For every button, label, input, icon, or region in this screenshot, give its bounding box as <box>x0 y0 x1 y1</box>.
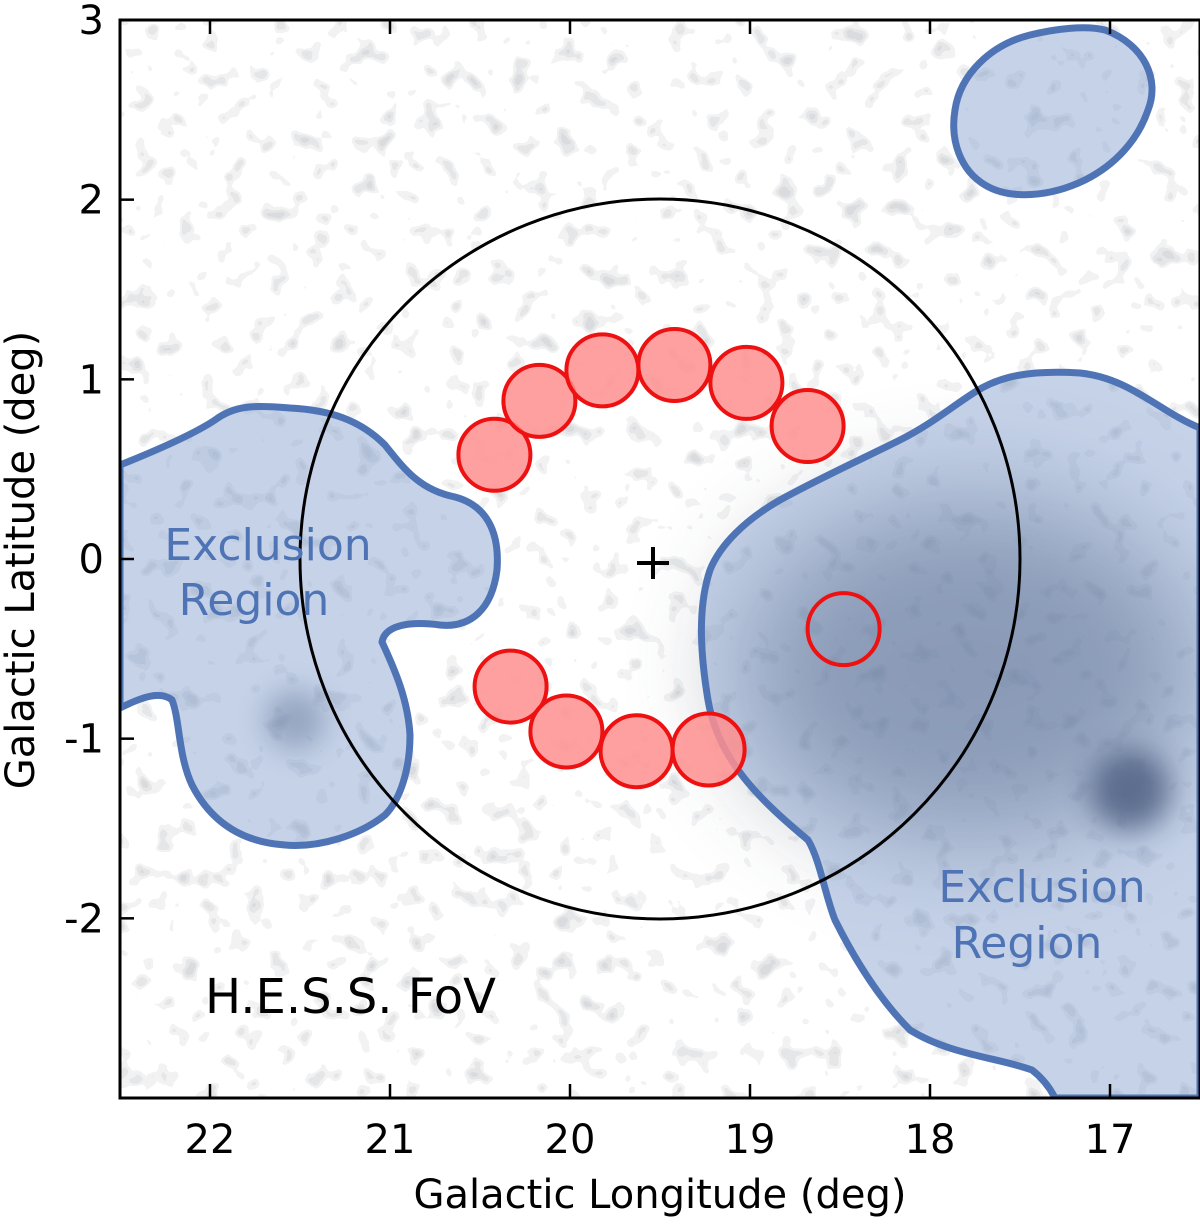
exclusion-region-left <box>120 402 501 849</box>
x-axis-label: Galactic Longitude (deg) <box>414 1172 907 1218</box>
exclusion-label-right-line1: Exclusion <box>938 862 1145 913</box>
y-tick-label-1: 1 <box>79 357 104 403</box>
y-axis: 3 2 1 0 -1 -2 <box>64 0 134 942</box>
x-tick-label-18: 18 <box>905 1117 956 1163</box>
region-layer <box>456 326 882 790</box>
plot-area: Exclusion Region Exclusion Region H.E.S.… <box>120 20 1200 1098</box>
on-region <box>805 591 882 668</box>
background-region-5 <box>708 344 785 421</box>
background-region-8 <box>528 693 605 770</box>
background-region-7 <box>472 648 549 725</box>
y-tick-label--2: -2 <box>64 896 104 942</box>
exclusion-region-top-right <box>950 24 1156 199</box>
x-tick-label-22: 22 <box>185 1117 236 1163</box>
x-tick-label-21: 21 <box>365 1117 416 1163</box>
background-region-4 <box>636 326 713 403</box>
x-tick-label-17: 17 <box>1085 1117 1136 1163</box>
exclusion-label-right-line2: Region <box>952 918 1103 969</box>
exclusion-label-left-line2: Region <box>179 575 330 626</box>
y-tick-label-3: 3 <box>79 0 104 44</box>
background-region-2 <box>501 362 578 439</box>
y-tick-label-0: 0 <box>79 537 104 583</box>
x-axis: 22 21 20 19 18 17 <box>185 20 1136 1163</box>
x-tick-label-20: 20 <box>545 1117 596 1163</box>
y-axis-label: Galactic Latitude (deg) <box>0 331 44 790</box>
exclusion-label-left-line1: Exclusion <box>164 520 371 571</box>
y-tick-label-2: 2 <box>79 178 104 224</box>
background-region-10 <box>670 711 747 788</box>
background-region-9 <box>598 713 675 790</box>
fov-circle <box>298 197 1022 921</box>
pointing-marker <box>637 547 669 579</box>
background-region-1 <box>456 416 533 493</box>
y-tick-label--1: -1 <box>64 717 104 763</box>
x-tick-label-19: 19 <box>725 1117 776 1163</box>
fov-label: H.E.S.S. FoV <box>205 969 496 1025</box>
fov-layer <box>298 197 1022 921</box>
diffuse-emission <box>265 500 1200 840</box>
background-region-3 <box>564 332 641 409</box>
background-region-6 <box>769 388 846 465</box>
exclusion-region-right <box>697 368 1200 1098</box>
